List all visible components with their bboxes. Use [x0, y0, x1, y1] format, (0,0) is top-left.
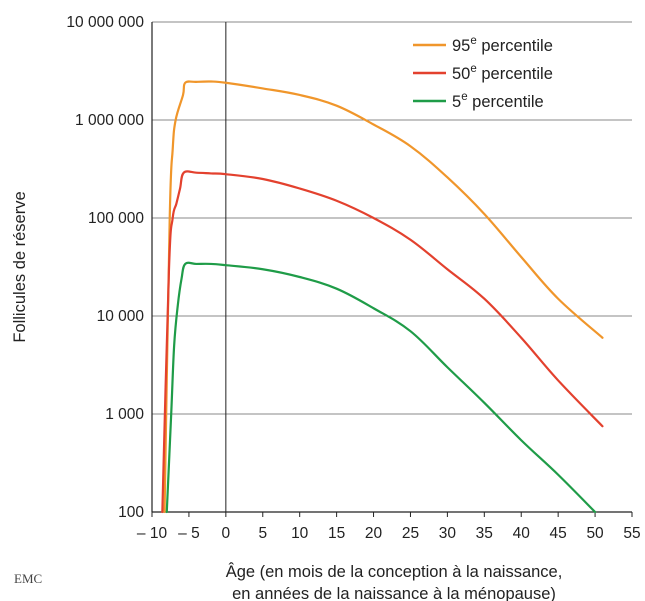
x-tick-label: 5: [258, 525, 267, 542]
emc-logo: EMC: [14, 571, 42, 586]
x-tick-label: 0: [222, 525, 231, 542]
axis-layer: [151, 22, 633, 517]
y-tick-label: 1 000 000: [75, 112, 144, 129]
x-tick-label: 55: [623, 525, 640, 542]
legend-label-50: 50e percentile: [452, 63, 553, 83]
grid-layer: [152, 21, 632, 415]
x-tick-label: 15: [328, 525, 345, 542]
x-tick-label: 20: [365, 525, 383, 542]
legend-label-95: 95e percentile: [452, 35, 553, 55]
y-tick-label: 100: [118, 504, 144, 521]
y-tick-label: 10 000: [97, 308, 145, 325]
series-line-5e-percentile: [165, 261, 597, 514]
series-line-95e-percentile: [163, 80, 604, 514]
legend-label-5: 5e percentile: [452, 91, 544, 111]
x-tick-label: 30: [439, 525, 457, 542]
x-tick-label: 40: [513, 525, 531, 542]
series-line-50e-percentile: [161, 170, 604, 514]
x-tick-label: – 10: [137, 525, 168, 542]
x-axis-title-line-2: en années de la naissance à la ménopause…: [232, 585, 556, 601]
x-tick-label: 25: [402, 525, 419, 542]
y-tick-label: 1 000: [105, 406, 144, 423]
x-tick-label: 35: [476, 525, 493, 542]
x-tick-label: 50: [586, 525, 604, 542]
y-tick-label: 100 000: [88, 210, 144, 227]
y-tick-label: 10 000 000: [66, 14, 144, 31]
y-axis-title: Follicules de réserve: [11, 191, 29, 342]
x-tick-label: 45: [550, 525, 567, 542]
series-layer: [161, 80, 604, 514]
legend: 95e percentile 50e percentile 5e percentil…: [413, 35, 553, 111]
x-tick-label: 10: [291, 525, 309, 542]
x-axis-title-line-1: Âge (en mois de la conception à la naiss…: [226, 562, 563, 581]
x-tick-label: – 5: [178, 525, 200, 542]
